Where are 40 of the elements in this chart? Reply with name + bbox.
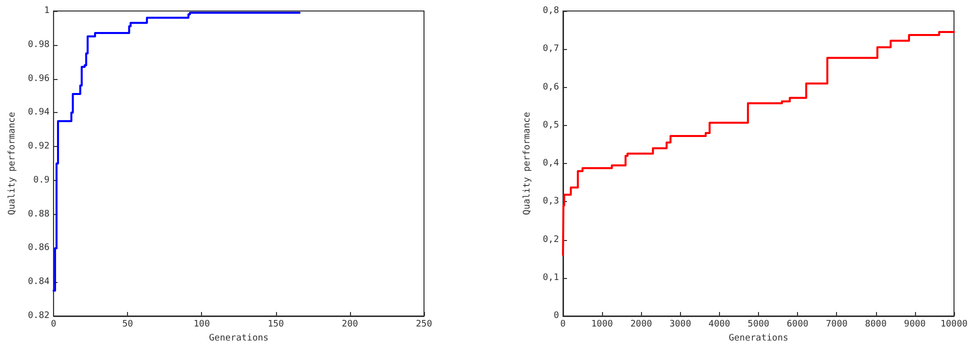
x-tick-label: 2000	[630, 320, 652, 330]
y-tick-label: 0.84	[28, 277, 50, 288]
y-tick-label: 0.86	[28, 243, 50, 254]
x-tick-label: 8000	[864, 320, 887, 330]
y-tick-label: 0.98	[28, 40, 50, 50]
x-tick-label: 150	[268, 320, 284, 330]
x-tick-label: 10000	[940, 320, 968, 330]
y-tick-label: 0,8	[542, 6, 559, 16]
y-tick-label: 0,6	[542, 82, 559, 92]
y-tick-label: 0.9	[33, 175, 50, 186]
y-tick-label: 0.88	[28, 209, 50, 220]
x-tick-label: 9000	[904, 320, 926, 330]
y-tick-label: 0.92	[28, 142, 50, 152]
x-tick-label: 0	[50, 320, 56, 330]
y-tick-label: 0,3	[542, 196, 559, 207]
x-tick-label: 0	[560, 320, 566, 330]
x-tick-label: 4000	[708, 320, 730, 330]
y-axis-title: Quality performance	[522, 112, 532, 215]
x-tick-label: 6000	[786, 320, 808, 330]
x-tick-label: 5000	[748, 320, 770, 330]
y-tick-label: 0.82	[28, 311, 50, 321]
y-tick-label: 0,7	[542, 44, 559, 54]
y-tick-label: 0,2	[542, 234, 559, 245]
y-tick-label: 0,1	[542, 272, 559, 283]
y-axis-title: Quality performance	[8, 112, 18, 215]
x-tick-label: 1000	[591, 320, 613, 330]
x-tick-label: 250	[416, 320, 432, 330]
x-axis-title: Generations	[208, 334, 269, 344]
y-tick-label: 0.94	[28, 108, 50, 118]
x-tick-label: 50	[122, 320, 134, 330]
x-tick-label: 100	[194, 320, 210, 330]
x-tick-label: 7000	[826, 320, 848, 330]
x-axis-title: Generations	[728, 334, 788, 344]
y-tick-label: 1	[44, 6, 50, 16]
y-tick-label: 0.96	[28, 74, 50, 84]
x-tick-label: 3000	[669, 320, 692, 330]
y-tick-label: 0,4	[542, 158, 559, 168]
y-tick-label: 0	[554, 311, 559, 321]
x-tick-label: 200	[342, 320, 358, 330]
y-tick-label: 0,5	[542, 120, 559, 130]
